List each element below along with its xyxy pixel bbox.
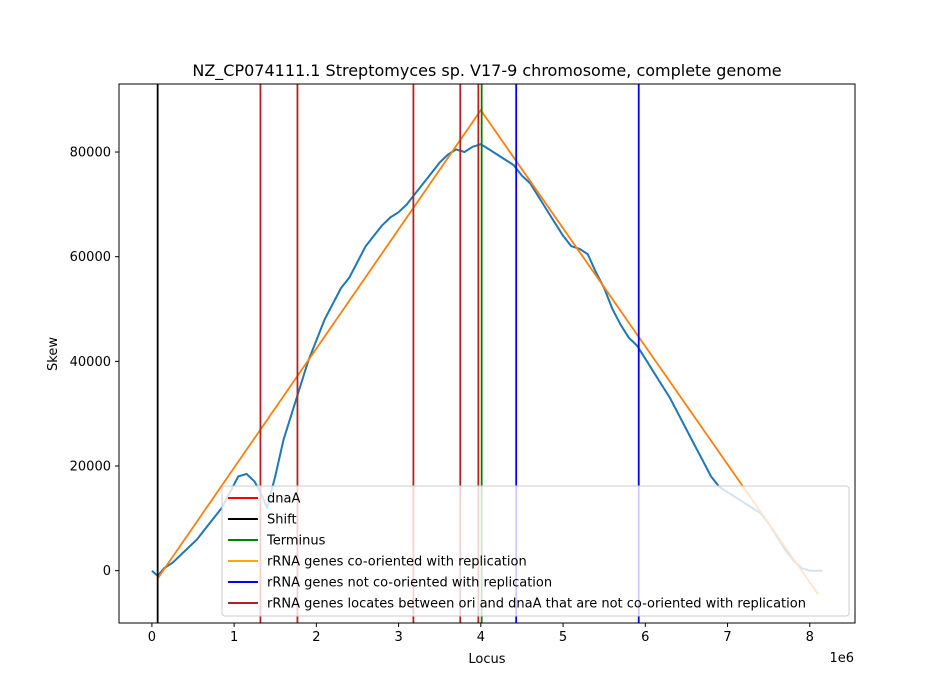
y-tick-label: 0 bbox=[103, 564, 111, 579]
x-tick-label: 2 bbox=[312, 630, 320, 645]
y-tick-label: 80000 bbox=[70, 146, 111, 161]
y-tick-label: 60000 bbox=[70, 250, 111, 265]
legend-label: rRNA genes locates between ori and dnaA … bbox=[267, 597, 806, 612]
legend: dnaA Shift Terminus rRNA genes co-oriented … bbox=[221, 485, 850, 617]
y-axis-label: Skew bbox=[46, 337, 61, 371]
x-tick-label: 5 bbox=[559, 630, 567, 645]
legend-label: Shift bbox=[267, 513, 297, 528]
legend-label: Terminus bbox=[266, 534, 326, 549]
x-axis-label: Locus bbox=[468, 652, 505, 667]
legend-box bbox=[221, 485, 850, 617]
y-axis: 0 20000 40000 60000 80000 bbox=[70, 146, 119, 579]
axes-frame bbox=[118, 83, 856, 624]
y-tick-label: 40000 bbox=[70, 355, 111, 370]
chart-title: NZ_CP074111.1 Streptomyces sp. V17-9 chr… bbox=[192, 61, 781, 81]
legend-label: rRNA genes not co-oriented with replicat… bbox=[267, 576, 552, 591]
x-tick-label: 7 bbox=[723, 630, 731, 645]
legend-label: rRNA genes co-oriented with replication bbox=[267, 555, 527, 570]
x-tick-label: 6 bbox=[641, 630, 649, 645]
x-tick-label: 3 bbox=[394, 630, 402, 645]
x-tick-label: 4 bbox=[477, 630, 485, 645]
x-tick-label: 0 bbox=[148, 630, 156, 645]
x-axis: 0 1 2 3 4 5 6 7 8 bbox=[148, 623, 814, 645]
x-tick-label: 8 bbox=[806, 630, 814, 645]
legend-label: dnaA bbox=[267, 492, 300, 507]
y-tick-label: 20000 bbox=[70, 460, 111, 475]
x-tick-label: 1 bbox=[230, 630, 238, 645]
x-axis-offset-text: 1e6 bbox=[829, 651, 854, 666]
